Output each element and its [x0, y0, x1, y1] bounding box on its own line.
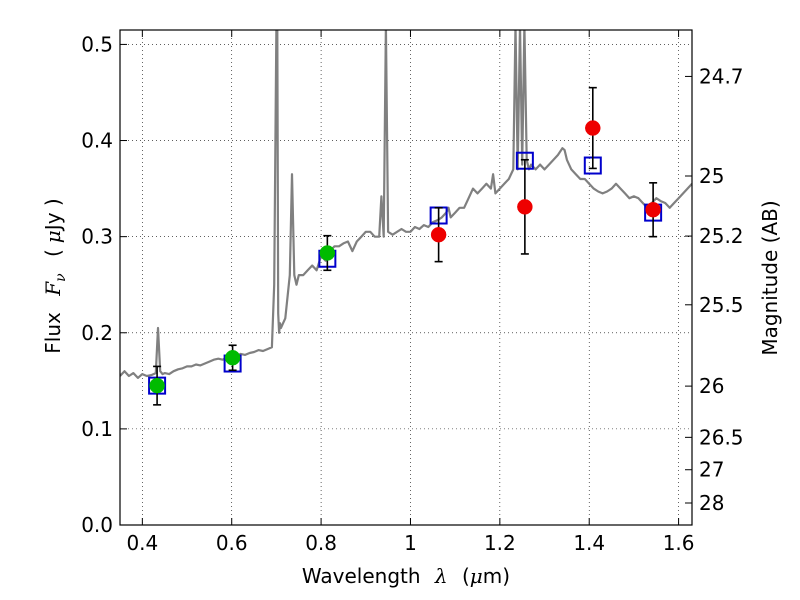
x-axis-label: Wavelength λ (μm)	[302, 564, 510, 588]
y-tick-label: 0.4	[81, 129, 113, 153]
x-tick-label: 1.2	[484, 531, 516, 555]
observed-point-red	[585, 120, 601, 136]
observed-point-green	[319, 245, 336, 261]
axis-ticks: 0.4 0.6 0.8 1 1.2 1.4 1.6 0.0 0.1 0.2 0.3 0.4 0.5 24.…	[81, 30, 744, 555]
observed-point-red	[430, 226, 447, 243]
y2-axis-label: Magnitude (AB)	[758, 200, 782, 355]
y2-tick-label: 25	[699, 164, 724, 188]
observed-point-green	[224, 350, 241, 366]
y-axis-label: Flux Fν (μJy )	[41, 198, 70, 353]
grid-lines	[120, 30, 692, 526]
y2-tick-label: 26	[699, 374, 724, 398]
y2-tick-label: 25.5	[699, 293, 744, 317]
model-spectrum	[120, 30, 692, 379]
y-tick-label: 0.0	[81, 513, 113, 537]
y-tick-label: 0.1	[81, 417, 113, 441]
y2-tick-label: 28	[699, 491, 724, 515]
x-tick-label: 1.6	[663, 531, 695, 555]
y-tick-label: 0.5	[81, 32, 113, 56]
y-tick-label: 0.2	[81, 321, 113, 345]
y2-tick-label: 25.2	[699, 224, 744, 248]
y2-tick-label: 27	[699, 458, 724, 482]
y2-tick-label: 24.7	[699, 64, 744, 88]
y-tick-label: 0.3	[81, 225, 113, 249]
x-tick-label: 1.4	[573, 531, 605, 555]
model-spectrum-line	[120, 30, 692, 379]
x-tick-label: 0.6	[216, 531, 248, 555]
data-markers	[148, 86, 663, 406]
observed-point-green	[149, 377, 165, 394]
x-tick-label: 0.4	[126, 531, 158, 555]
observed-point-red	[517, 199, 533, 215]
plot-frame	[119, 29, 693, 526]
observed-point-red	[645, 201, 661, 218]
x-tick-label: 0.8	[305, 531, 337, 555]
x-tick-label: 1	[404, 531, 417, 555]
y2-tick-label: 26.5	[699, 425, 744, 449]
